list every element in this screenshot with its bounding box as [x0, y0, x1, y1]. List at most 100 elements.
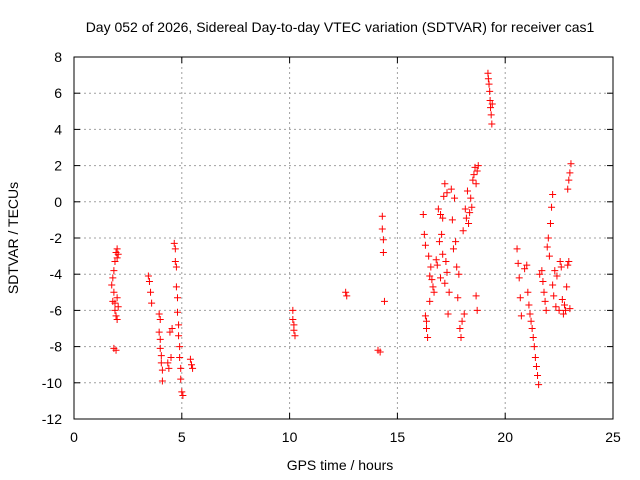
data-point	[111, 306, 119, 314]
data-point	[441, 180, 449, 188]
data-point	[447, 185, 455, 193]
data-point	[564, 185, 572, 193]
x-axis-label: GPS time / hours	[287, 457, 394, 473]
data-point	[527, 317, 535, 325]
data-point	[419, 210, 427, 218]
data-point	[553, 272, 561, 280]
data-point	[164, 359, 172, 367]
data-point	[378, 212, 386, 220]
data-point	[488, 100, 496, 108]
data-point	[452, 238, 460, 246]
x-tick-label: 5	[178, 429, 186, 445]
data-point	[472, 292, 480, 300]
data-point	[529, 334, 537, 342]
data-point	[423, 325, 431, 332]
data-point	[165, 364, 173, 372]
data-point	[559, 310, 567, 318]
data-point	[539, 277, 547, 285]
data-point	[157, 352, 165, 360]
data-point	[516, 294, 524, 302]
data-point	[112, 346, 120, 354]
data-point	[111, 258, 119, 266]
x-tick-label: 10	[282, 429, 298, 445]
data-point	[175, 332, 183, 340]
data-point	[155, 310, 163, 318]
data-point	[443, 189, 451, 197]
data-point	[176, 353, 184, 361]
data-series	[108, 69, 575, 399]
y-tick-label: 2	[54, 158, 62, 174]
data-point	[113, 315, 121, 323]
data-point	[434, 205, 442, 213]
data-point	[456, 325, 464, 332]
data-point	[113, 254, 121, 262]
data-point	[458, 317, 466, 325]
data-point	[424, 334, 432, 342]
data-point	[170, 239, 178, 247]
data-point	[167, 353, 175, 361]
data-point	[179, 391, 187, 399]
data-point	[538, 267, 546, 275]
data-point	[291, 332, 299, 340]
data-point	[455, 270, 463, 278]
data-point	[425, 252, 433, 260]
data-point	[461, 205, 469, 213]
y-tick-label: 6	[54, 85, 62, 101]
data-point	[148, 299, 156, 307]
data-point	[421, 241, 429, 249]
data-point	[473, 306, 481, 314]
data-point	[488, 120, 496, 128]
data-point	[528, 325, 536, 332]
data-point	[486, 87, 494, 95]
data-point	[379, 248, 387, 256]
data-point	[290, 326, 298, 334]
data-point	[467, 194, 475, 202]
data-point	[524, 288, 532, 296]
data-point	[176, 343, 184, 351]
data-point	[168, 325, 176, 332]
data-point	[178, 388, 186, 396]
data-point	[566, 169, 574, 177]
data-point	[109, 274, 117, 282]
data-point	[444, 310, 452, 318]
data-point	[567, 160, 575, 168]
data-point	[177, 375, 185, 383]
y-tick-label: -6	[50, 302, 63, 318]
data-point	[557, 263, 565, 271]
data-point	[186, 355, 194, 363]
data-point	[565, 176, 573, 184]
data-point	[428, 276, 436, 284]
data-point	[111, 299, 119, 307]
data-point	[468, 203, 476, 211]
data-point	[289, 315, 297, 323]
y-axis-label: SDTVAR / TECUs	[5, 182, 21, 294]
data-point	[454, 294, 462, 302]
data-point	[437, 210, 445, 218]
y-tick-label: 8	[54, 49, 62, 65]
y-tick-label: -12	[42, 411, 62, 427]
data-point	[451, 194, 459, 202]
data-point	[426, 297, 434, 305]
data-point	[289, 306, 297, 314]
data-point	[536, 270, 544, 278]
data-point	[485, 80, 493, 88]
data-point	[543, 243, 551, 251]
data-point	[175, 321, 183, 329]
data-point	[540, 288, 548, 296]
data-point	[173, 308, 181, 316]
data-point	[429, 283, 437, 291]
data-point	[546, 220, 554, 228]
data-point	[470, 171, 478, 179]
data-point	[549, 191, 557, 199]
data-point	[545, 252, 553, 260]
y-tick-label: -10	[42, 375, 62, 391]
data-point	[433, 261, 441, 269]
data-point	[113, 294, 121, 302]
data-point	[521, 265, 529, 273]
y-tick-label: -4	[50, 266, 63, 282]
data-point	[376, 348, 384, 356]
data-point	[550, 292, 558, 300]
data-point	[147, 288, 155, 296]
data-point	[531, 353, 539, 361]
data-point	[466, 209, 474, 217]
